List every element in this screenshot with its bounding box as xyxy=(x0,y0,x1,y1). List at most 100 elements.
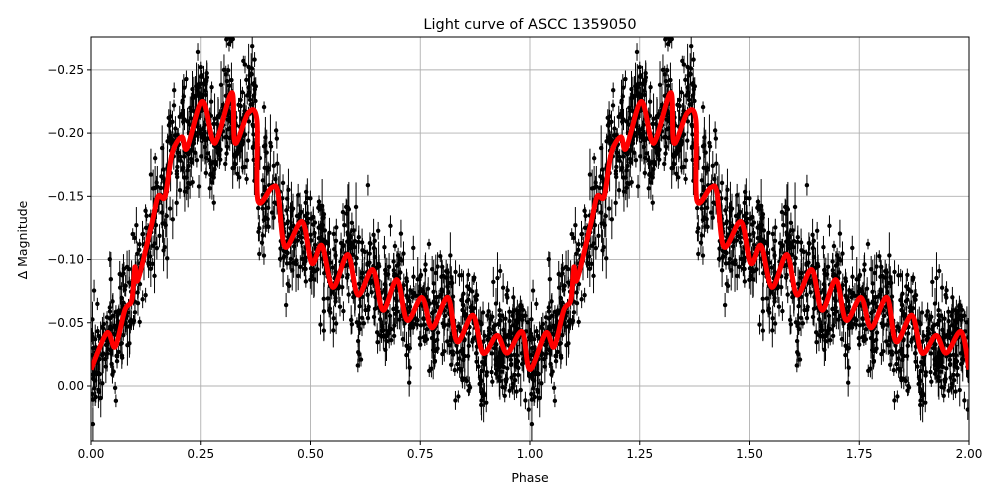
data-marker xyxy=(845,380,851,385)
data-marker xyxy=(261,253,267,258)
data-marker xyxy=(283,302,289,308)
data-marker xyxy=(892,269,897,275)
data-point xyxy=(164,194,169,238)
data-marker xyxy=(167,206,173,211)
data-point xyxy=(930,266,935,297)
data-marker xyxy=(113,398,119,404)
data-marker xyxy=(526,407,531,412)
data-marker xyxy=(224,151,229,156)
data-point xyxy=(596,224,601,248)
data-marker xyxy=(772,321,778,326)
data-marker xyxy=(514,389,519,394)
data-marker xyxy=(932,371,938,376)
data-marker xyxy=(534,301,539,307)
data-marker xyxy=(356,234,362,240)
data-point xyxy=(801,244,806,260)
data-marker xyxy=(109,361,114,367)
data-marker xyxy=(950,295,955,300)
data-point xyxy=(722,292,728,318)
data-point xyxy=(407,343,412,354)
data-marker xyxy=(461,291,466,296)
data-marker xyxy=(609,217,615,222)
data-point xyxy=(610,99,616,112)
data-marker xyxy=(199,74,204,80)
data-marker xyxy=(714,161,719,166)
data-marker xyxy=(518,387,523,393)
data-marker xyxy=(411,245,416,251)
data-marker xyxy=(280,268,286,273)
data-marker xyxy=(298,264,303,270)
data-point xyxy=(171,99,177,112)
data-marker xyxy=(571,310,577,315)
data-marker xyxy=(579,297,584,302)
data-point xyxy=(240,86,245,98)
data-marker xyxy=(523,398,528,403)
data-marker xyxy=(469,289,475,294)
data-marker xyxy=(250,144,256,149)
data-marker xyxy=(705,224,710,230)
data-marker xyxy=(211,121,216,127)
data-marker xyxy=(386,264,392,270)
data-marker xyxy=(787,317,793,323)
data-marker xyxy=(177,187,183,193)
data-marker xyxy=(699,233,705,238)
data-point xyxy=(249,37,255,63)
data-point xyxy=(827,215,832,237)
data-marker xyxy=(529,397,535,402)
data-marker xyxy=(735,273,740,279)
data-marker xyxy=(194,157,200,163)
data-marker xyxy=(928,369,933,375)
data-marker xyxy=(529,317,534,322)
data-marker xyxy=(683,176,688,182)
data-point xyxy=(349,314,355,334)
data-marker xyxy=(256,205,261,211)
data-marker xyxy=(488,317,494,322)
data-marker xyxy=(455,361,460,367)
data-point xyxy=(804,312,810,324)
data-point xyxy=(152,152,158,164)
data-marker xyxy=(804,183,810,188)
data-marker xyxy=(900,291,905,296)
data-marker xyxy=(696,251,701,257)
data-point xyxy=(813,323,819,342)
data-point xyxy=(929,376,934,387)
data-marker xyxy=(628,108,633,113)
data-marker xyxy=(719,268,725,273)
data-marker xyxy=(576,247,581,253)
data-marker xyxy=(249,43,255,49)
data-marker xyxy=(573,223,578,228)
data-point xyxy=(939,273,945,303)
data-point xyxy=(770,226,776,242)
data-marker xyxy=(646,186,651,191)
data-marker xyxy=(547,277,553,282)
data-marker xyxy=(207,186,212,191)
data-point xyxy=(679,86,684,98)
data-point xyxy=(846,343,851,354)
data-point xyxy=(230,37,235,49)
data-marker xyxy=(730,244,736,249)
data-point xyxy=(576,238,581,250)
data-point xyxy=(696,247,701,261)
data-marker xyxy=(340,209,346,215)
data-marker xyxy=(209,84,214,90)
data-marker xyxy=(722,302,728,308)
data-point xyxy=(91,407,96,441)
data-marker xyxy=(587,266,593,272)
data-marker xyxy=(794,363,800,368)
data-point xyxy=(498,264,503,278)
data-marker xyxy=(736,234,741,239)
data-marker xyxy=(349,322,355,327)
data-marker xyxy=(137,242,142,247)
data-marker xyxy=(308,196,313,201)
data-marker xyxy=(341,308,346,314)
data-marker xyxy=(500,285,506,290)
data-marker xyxy=(157,233,162,238)
data-marker xyxy=(181,119,186,125)
data-marker xyxy=(713,136,719,141)
data-point xyxy=(453,260,458,284)
data-point xyxy=(491,266,496,297)
data-marker xyxy=(683,158,689,163)
data-marker xyxy=(819,324,824,330)
data-marker xyxy=(529,421,535,427)
data-marker xyxy=(610,103,616,108)
